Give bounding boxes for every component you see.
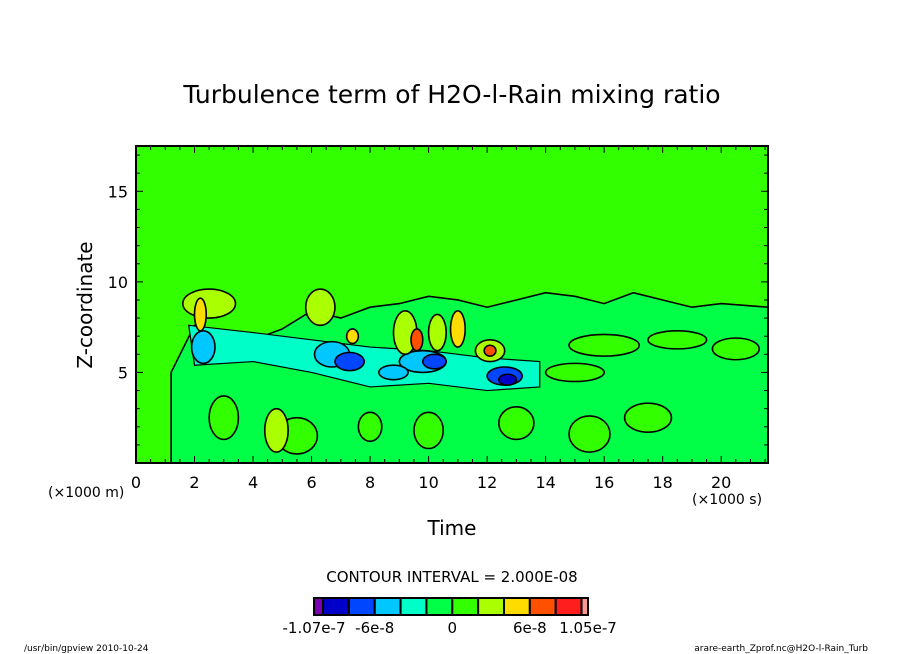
colorbar-bin-5 [425,597,454,616]
zero-patch-6 [623,402,673,434]
zero-patch-3 [413,411,445,450]
colorbar-tick-label: -6e-8 [355,619,394,637]
y-axis-label: Z-coordinate [73,241,97,368]
colorbar-bin-9 [528,597,557,616]
x-tick-label: 14 [535,473,555,492]
chart-title: Turbulence term of H2O-l-Rain mixing rat… [182,80,720,109]
x-tick-label: 6 [306,473,316,492]
colorbar-labels: -1.07e-7 -6e-8 0 6e-8 1.05e-7 [283,619,617,637]
contour-interval-text: CONTOUR INTERVAL = 2.000E-08 [326,568,577,586]
colorbar-bin-8 [502,597,531,616]
colorbar-bin-6 [451,597,480,616]
y-tick-label: 15 [108,182,128,201]
plot-area [136,146,768,463]
zero-patch-9 [711,337,761,361]
colorbar-tick-label: -1.07e-7 [283,619,346,637]
positive-cell-0 [182,288,237,319]
y-unit-label: (×1000 m) [48,485,124,501]
zero-patch-8 [647,329,708,350]
x-tick-label: 8 [365,473,375,492]
plot-frame [135,145,769,464]
x-axis-label: Time [427,516,477,540]
footer-right: arare-earth_Zprof.nc@H2O-l-Rain_Turb [694,644,868,654]
positive-cell-9 [345,328,360,345]
negative-core-0 [190,329,216,365]
negative-core-7 [378,364,409,381]
colorbar-tick-label: 1.05e-7 [559,619,617,637]
colorbar-bin-10 [554,597,583,616]
y-axis-ticks: 5 10 15 [108,154,768,446]
positive-cell-5 [427,313,447,352]
field-features [170,288,768,463]
colorbar-bin-0 [313,597,325,616]
x-tick-label: 0 [131,473,141,492]
positive-cell-10 [263,407,289,453]
colorbar-tick-label: 6e-8 [513,619,547,637]
zero-patch-0 [208,395,240,441]
zero-patch-5 [568,415,611,453]
x-axis-ticks: 0 2 4 6 8 10 12 14 16 18 20 [131,146,766,492]
colorbar-tick-label: 0 [448,619,458,637]
positive-cell-4 [410,328,424,352]
colorbar-bin-1 [322,597,350,616]
y-tick-label: 5 [118,363,128,382]
zero-patch-2 [357,411,383,443]
negative-core-4 [421,353,447,370]
zero-patch-10 [544,362,605,383]
y-tick-label: 10 [108,273,128,292]
negative-core-6 [498,373,518,386]
zero-patch-7 [568,333,641,357]
x-tick-label: 20 [711,473,731,492]
x-tick-label: 4 [248,473,258,492]
colorbar-bin-4 [399,597,428,616]
x-unit-label: (×1000 s) [692,492,762,508]
colorbar-bin-7 [477,597,505,616]
x-tick-label: 2 [189,473,199,492]
zero-patch-4 [498,406,535,441]
colorbar-bin-11 [580,597,589,616]
positive-cell-8 [483,344,497,357]
negative-core-2 [334,351,366,372]
colorbar-bin-3 [373,597,402,616]
x-tick-label: 18 [652,473,672,492]
colorbar-bin-2 [347,597,376,616]
positive-cell-2 [304,288,336,327]
positive-cell-6 [449,310,466,348]
footer-left: /usr/bin/gpview 2010-10-24 [24,644,149,654]
x-tick-label: 12 [477,473,497,492]
positive-cell-1 [193,297,208,332]
x-tick-label: 10 [418,473,438,492]
colorbar [313,597,589,616]
x-tick-label: 16 [594,473,614,492]
